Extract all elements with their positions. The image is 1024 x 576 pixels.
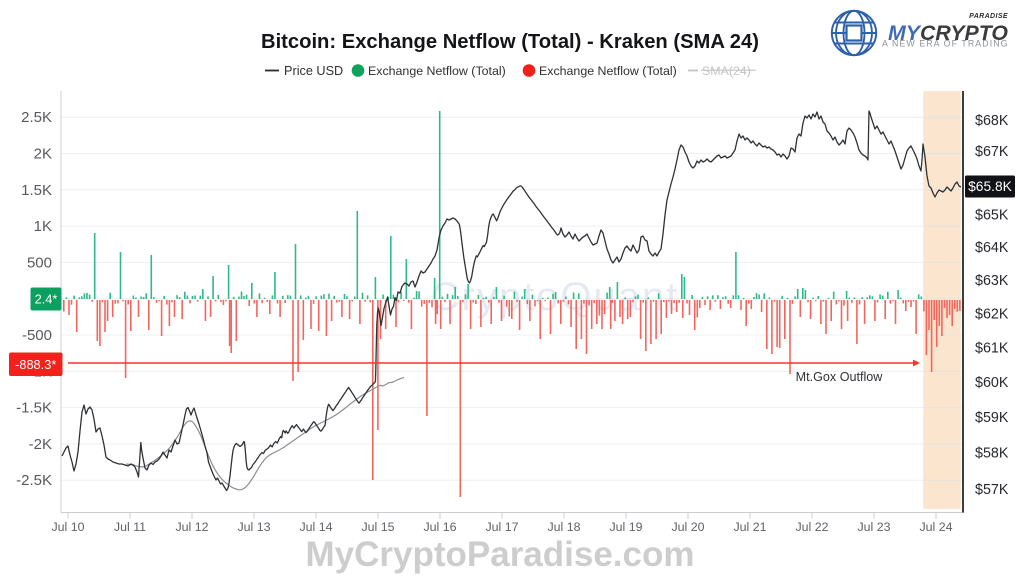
svg-text:Jul 24: Jul 24 [919, 520, 952, 534]
svg-text:$65K: $65K [975, 208, 1009, 224]
svg-text:-1.5K: -1.5K [16, 400, 52, 417]
svg-text:500: 500 [27, 254, 52, 271]
svg-text:Jul 19: Jul 19 [609, 520, 642, 534]
svg-text:Jul 13: Jul 13 [237, 520, 270, 534]
svg-text:-888.3*: -888.3* [15, 357, 56, 372]
svg-text:A NEW ERA OF TRADING: A NEW ERA OF TRADING [882, 39, 1009, 49]
svg-text:$58K: $58K [975, 446, 1009, 462]
svg-text:2.4*: 2.4* [35, 292, 58, 307]
svg-text:1K: 1K [34, 218, 52, 235]
svg-text:Jul 11: Jul 11 [114, 520, 146, 534]
svg-text:Exchange Netflow (Total): Exchange Netflow (Total) [368, 64, 506, 78]
svg-text:$68K: $68K [975, 113, 1009, 129]
svg-text:$60K: $60K [975, 375, 1009, 391]
svg-text:2.5K: 2.5K [21, 109, 52, 126]
svg-text:PARADISE: PARADISE [969, 13, 1008, 20]
svg-text:SMA(24): SMA(24) [702, 64, 751, 78]
svg-text:$59K: $59K [975, 410, 1009, 426]
svg-text:Jul 17: Jul 17 [485, 520, 518, 534]
svg-text:Jul 10: Jul 10 [51, 520, 84, 534]
svg-text:Jul 15: Jul 15 [361, 520, 394, 534]
svg-text:$61K: $61K [975, 340, 1009, 356]
svg-text:$65.8K: $65.8K [968, 179, 1013, 194]
svg-text:-2K: -2K [29, 436, 52, 453]
svg-text:MYCRYPTO: MYCRYPTO [888, 21, 1008, 45]
svg-text:Jul 14: Jul 14 [299, 520, 332, 534]
svg-text:Jul 18: Jul 18 [547, 520, 580, 534]
svg-text:1.5K: 1.5K [21, 182, 52, 199]
svg-text:-2.5K: -2.5K [16, 472, 52, 489]
svg-text:Price USD: Price USD [284, 64, 343, 78]
svg-text:MyCryptoParadise.com: MyCryptoParadise.com [305, 535, 694, 574]
svg-text:$62K: $62K [975, 306, 1009, 322]
svg-text:$64K: $64K [975, 240, 1009, 256]
svg-text:Bitcoin: Exchange Netflow (Tot: Bitcoin: Exchange Netflow (Total) - Krak… [261, 31, 759, 53]
svg-text:$67K: $67K [975, 144, 1009, 160]
svg-text:Jul 23: Jul 23 [857, 520, 890, 534]
svg-text:Jul 16: Jul 16 [423, 520, 456, 534]
svg-text:Jul 12: Jul 12 [175, 520, 208, 534]
svg-text:Jul 22: Jul 22 [795, 520, 828, 534]
svg-text:$57K: $57K [975, 482, 1009, 498]
svg-text:Jul 20: Jul 20 [671, 520, 704, 534]
svg-text:Exchange Netflow (Total): Exchange Netflow (Total) [539, 64, 677, 78]
svg-text:Jul 21: Jul 21 [733, 520, 766, 534]
svg-text:$63K: $63K [975, 273, 1009, 289]
svg-text:Mt.Gox Outflow: Mt.Gox Outflow [796, 370, 884, 384]
svg-text:-500: -500 [22, 327, 52, 344]
svg-text:2K: 2K [34, 146, 52, 163]
